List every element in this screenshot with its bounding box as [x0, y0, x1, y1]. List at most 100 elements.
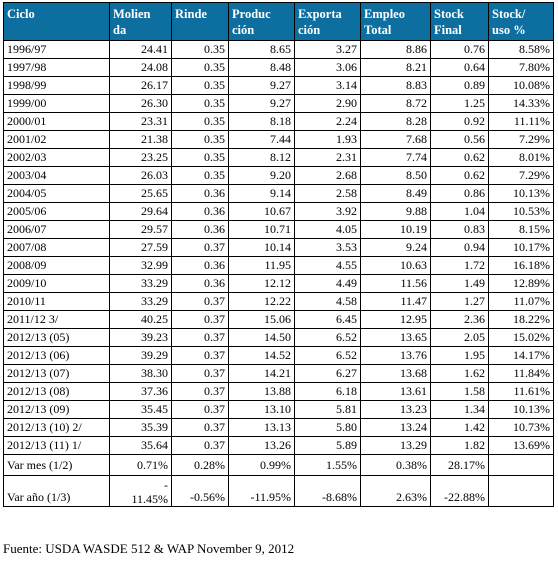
summary-value: -11.95% [228, 475, 295, 507]
value-cell: 37.36 [109, 382, 172, 401]
value-cell: 0.35 [171, 76, 229, 95]
table-row: 2008/09 32.99 0.36 11.95 4.55 10.63 1.72 16.18% [3, 256, 554, 275]
value-cell: 7.44 [228, 130, 295, 149]
value-cell: 33.29 [109, 274, 172, 293]
value-cell: 8.12 [228, 148, 295, 167]
column-header-line: da [113, 23, 127, 37]
value-cell: 10.13% [488, 400, 554, 419]
value-cell: 8.49 [360, 184, 431, 203]
column-header: Exporta ción [294, 2, 361, 41]
column-header: Empleo Total [360, 2, 431, 41]
header-row: Ciclo Molien da Rinde Produc ción Exporta ción E… [3, 2, 554, 41]
table-row: 1998/99 26.17 0.35 9.27 3.14 8.83 0.89 10.08% [3, 76, 554, 95]
value-cell: 32.99 [109, 256, 172, 275]
column-header-line: Ciclo [7, 7, 35, 21]
value-cell: 13.65 [360, 328, 431, 347]
table-row: 2012/13 (11) 1/35.64 0.37 13.26 5.89 13.29 1.… [3, 436, 554, 455]
value-cell: 7.74 [360, 148, 431, 167]
value-cell: 35.45 [109, 400, 172, 419]
value-cell: 9.88 [360, 202, 431, 221]
column-header-line: ción [232, 23, 255, 37]
value-cell: 11.11% [488, 112, 554, 131]
value-cell: 29.64 [109, 202, 172, 221]
value-cell: 0.35 [171, 112, 229, 131]
value-cell: 7.80% [488, 58, 554, 77]
value-cell: 14.21 [228, 364, 295, 383]
value-cell: 4.55 [294, 256, 361, 275]
value-cell: 10.13% [488, 184, 554, 203]
value-cell: 6.52 [294, 346, 361, 365]
table-row: 2011/12 3/40.25 0.37 15.06 6.45 12.95 2.36 18.… [3, 310, 554, 329]
value-cell: 1.62 [430, 364, 489, 383]
value-cell: 5.81 [294, 400, 361, 419]
value-cell: 29.57 [109, 220, 172, 239]
value-cell: 10.53% [488, 202, 554, 221]
table-body: 1996/97 24.41 0.35 8.65 3.27 8.86 0.76 8.58% 199… [3, 40, 554, 507]
value-cell: 2.05 [430, 328, 489, 347]
value-cell: 7.29% [488, 166, 554, 185]
value-cell: 10.73% [488, 418, 554, 437]
value-cell: 1.42 [430, 418, 489, 437]
summary-label: Var mes (1/2) [3, 454, 110, 476]
column-header: Stock Final [430, 2, 489, 41]
cycle-cell: 2012/13 (06) [3, 346, 110, 365]
value-cell: 1.49 [430, 274, 489, 293]
table-row: 2012/13 (05) 39.23 0.37 14.50 6.52 13.65 2.05 1… [3, 328, 554, 347]
column-header-line: ción [298, 23, 321, 37]
value-cell: 13.10 [228, 400, 295, 419]
value-cell: 0.83 [430, 220, 489, 239]
value-cell: 1.27 [430, 292, 489, 311]
column-header: Ciclo [3, 2, 110, 41]
column-header-line: Stock [434, 7, 464, 21]
value-cell: 10.67 [228, 202, 295, 221]
value-cell: 26.17 [109, 76, 172, 95]
table-row: 2009/10 33.29 0.36 12.12 4.49 11.56 1.49 12.89% [3, 274, 554, 293]
value-cell: 0.36 [171, 220, 229, 239]
value-cell: 12.22 [228, 292, 295, 311]
summary-value [488, 475, 554, 507]
value-cell: 2.58 [294, 184, 361, 203]
value-cell: 21.38 [109, 130, 172, 149]
value-cell: 5.80 [294, 418, 361, 437]
value-cell: 3.27 [294, 40, 361, 59]
value-cell: 13.23 [360, 400, 431, 419]
value-cell: 2.36 [430, 310, 489, 329]
value-cell: 4.49 [294, 274, 361, 293]
value-cell: 25.65 [109, 184, 172, 203]
cycle-cell: 2003/04 [3, 166, 110, 185]
summary-value: 2.63% [360, 475, 431, 507]
value-cell: 3.06 [294, 58, 361, 77]
value-cell: 1.93 [294, 130, 361, 149]
summary-value: 0.99% [228, 454, 295, 476]
value-cell: 8.50 [360, 166, 431, 185]
value-cell: 2.31 [294, 148, 361, 167]
value-cell: 0.62 [430, 166, 489, 185]
table-row: 2012/13 (08) 37.36 0.37 13.88 6.18 13.61 1.58 1… [3, 382, 554, 401]
summary-value-line: - [164, 478, 168, 492]
cycle-cell: 2010/11 [3, 292, 110, 311]
value-cell: 0.35 [171, 130, 229, 149]
value-cell: 8.15% [488, 220, 554, 239]
value-cell: 6.45 [294, 310, 361, 329]
value-cell: 39.23 [109, 328, 172, 347]
value-cell: 13.26 [228, 436, 295, 455]
value-cell: 4.58 [294, 292, 361, 311]
summary-value-line: 11.45% [131, 492, 168, 506]
value-cell: 8.58% [488, 40, 554, 59]
value-cell: 13.13 [228, 418, 295, 437]
value-cell: 10.14 [228, 238, 295, 257]
summary-value: 1.55% [294, 454, 361, 476]
summary-value: 28.17% [430, 454, 489, 476]
column-header-line: Molien [113, 7, 151, 21]
value-cell: 0.37 [171, 346, 229, 365]
value-cell: 1.25 [430, 94, 489, 113]
value-cell: 10.08% [488, 76, 554, 95]
table-row: 2006/07 29.57 0.36 10.71 4.05 10.19 0.83 8.15% [3, 220, 554, 239]
value-cell: 24.08 [109, 58, 172, 77]
value-cell: 14.50 [228, 328, 295, 347]
value-cell: 2.68 [294, 166, 361, 185]
data-table: Ciclo Molien da Rinde Produc ción Exporta ción E… [3, 2, 554, 507]
table-row: 2001/02 21.38 0.35 7.44 1.93 7.68 0.56 7.29% [3, 130, 554, 149]
table-row: 2007/08 27.59 0.37 10.14 3.53 9.24 0.94 10.17% [3, 238, 554, 257]
column-header-line: Final [434, 23, 462, 37]
